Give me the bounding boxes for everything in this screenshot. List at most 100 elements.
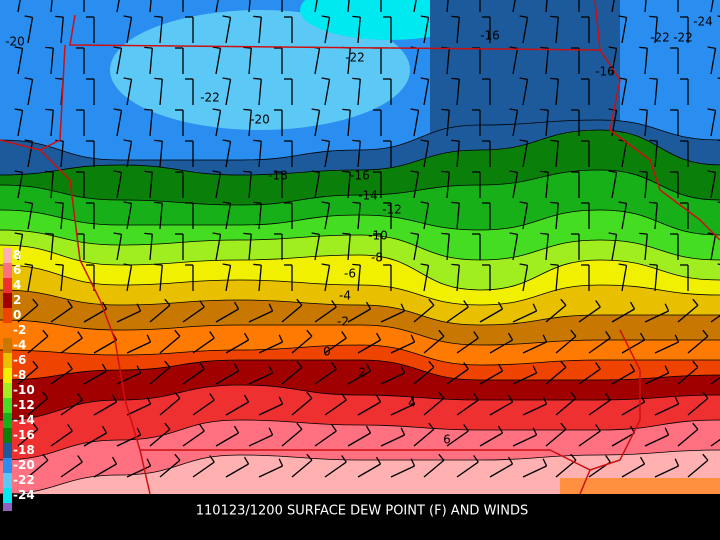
- contour-label: -22: [200, 91, 220, 105]
- barb-flag: [438, 453, 445, 461]
- barb-flag: [702, 391, 709, 399]
- barb-flag: [341, 455, 347, 463]
- wind-barb: [60, 265, 64, 292]
- wind-barb: [380, 310, 405, 323]
- wind-barb: [347, 370, 371, 385]
- contour-label: -20: [250, 113, 270, 127]
- barb-flag: [560, 422, 567, 430]
- barb-flag: [55, 15, 64, 18]
- wind-barb: [357, 203, 361, 230]
- barb-flag: [136, 303, 142, 312]
- dew-point-fields: [0, 0, 720, 495]
- barb-flag: [45, 170, 54, 173]
- barb-flag: [542, 396, 548, 405]
- barb-flag: [639, 108, 648, 111]
- barb-flag: [400, 303, 406, 312]
- barb-flag: [519, 77, 528, 81]
- barb-flag: [375, 394, 382, 403]
- contour-line: [0, 384, 720, 421]
- wind-barb: [27, 17, 34, 44]
- wind-barb: [545, 234, 549, 261]
- wind-barb: [654, 79, 658, 106]
- barb-flag: [463, 424, 469, 432]
- wind-barb: [380, 434, 405, 447]
- barb-flag: [222, 77, 231, 81]
- barb-flag: [519, 15, 528, 19]
- barb-flag: [146, 396, 152, 405]
- barb-flag: [55, 263, 64, 266]
- barb-flag: [550, 201, 559, 204]
- legend-label: -6: [13, 353, 26, 367]
- legend-label: 6: [13, 263, 21, 277]
- wind-barb: [126, 79, 133, 106]
- wind-barb: [423, 397, 445, 416]
- barb-flag: [438, 391, 445, 399]
- wind-barb: [710, 172, 717, 199]
- barb-flag: [113, 170, 122, 174]
- wind-barb: [522, 141, 529, 168]
- wind-barb: [446, 48, 450, 75]
- wind-barb: [126, 203, 133, 230]
- barb-flag: [331, 424, 337, 432]
- barb-flag: [321, 77, 330, 81]
- barb-flag: [14, 232, 23, 236]
- barb-flag: [253, 15, 262, 18]
- wind-barb: [258, 403, 283, 416]
- barb-flag: [212, 46, 221, 50]
- barb-flag: [222, 139, 231, 143]
- wind-barb: [611, 0, 615, 13]
- contour-line: [0, 169, 720, 206]
- wind-barb: [578, 430, 601, 447]
- barb-flag: [352, 77, 361, 80]
- wind-barb: [248, 234, 252, 261]
- wind-barb: [126, 141, 133, 168]
- barb-flag: [570, 453, 577, 461]
- wind-barb: [512, 0, 516, 13]
- wind-barb: [545, 110, 549, 137]
- wind-barb: [489, 463, 513, 478]
- barb-flag: [717, 139, 720, 142]
- wind-barb: [611, 432, 635, 447]
- wind-barb: [225, 401, 249, 416]
- wind-barb: [116, 372, 141, 385]
- wind-barb: [545, 428, 567, 447]
- contour-line: [0, 449, 720, 495]
- contour-line: [0, 344, 720, 366]
- barb-flag: [605, 393, 611, 401]
- wind-barb: [149, 234, 153, 261]
- barb-flag: [473, 393, 479, 401]
- barb-flag: [639, 232, 648, 235]
- barb-flag: [67, 362, 73, 370]
- barb-flag: [550, 139, 559, 142]
- wind-barb: [314, 368, 337, 385]
- barb-flag: [595, 424, 601, 432]
- wind-barb: [390, 341, 415, 354]
- barb-flag: [253, 77, 262, 80]
- barb-flag: [14, 108, 23, 112]
- wind-barb: [555, 17, 559, 44]
- barb-flag: [77, 331, 83, 339]
- wind-barb: [357, 265, 361, 292]
- barb-flag: [212, 170, 221, 174]
- barb-flag: [268, 427, 274, 436]
- wind-barb: [710, 234, 717, 261]
- wind-barb: [248, 172, 252, 199]
- barb-flag: [233, 363, 240, 372]
- legend-swatch: [3, 443, 12, 458]
- legend-swatch: [3, 458, 12, 473]
- barb-flag: [101, 425, 108, 434]
- legend-end: [3, 503, 12, 511]
- contour-line: [0, 119, 720, 161]
- barb-flag: [550, 263, 559, 266]
- border: [69, 0, 601, 51]
- barb-flag: [420, 15, 429, 19]
- wind-barb: [654, 17, 658, 44]
- barb-flag: [692, 422, 699, 430]
- wind-barb: [27, 203, 34, 230]
- barb-flag: [144, 46, 153, 49]
- barb-flag: [331, 362, 337, 370]
- barb-flag: [253, 263, 262, 266]
- barb-flag: [45, 232, 54, 235]
